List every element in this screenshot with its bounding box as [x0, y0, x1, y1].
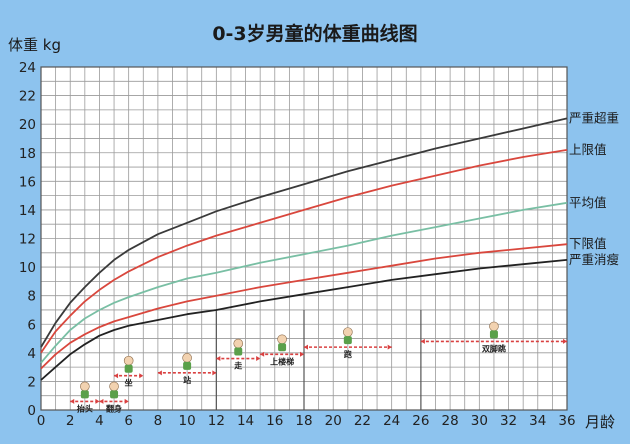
- arrow-right-icon: [139, 373, 144, 379]
- x-tick-label: 30: [471, 413, 488, 429]
- milestone-label: 双脚跳: [482, 343, 506, 353]
- x-tick-label: 26: [412, 413, 429, 429]
- tick-labels: 0 2 4 6 8 10 12 14 16 18 20 22 24 26 28 30 32 34 360246810…: [19, 60, 576, 429]
- series-label-3: 下限值: [569, 236, 607, 251]
- milestone-2: 坐: [114, 355, 144, 388]
- series-line-4: [40, 259, 568, 381]
- y-tick-label: 16: [19, 174, 36, 190]
- milestone-label: 站: [183, 375, 191, 385]
- arrow-right-icon: [124, 398, 129, 404]
- x-tick-label: 16: [266, 413, 283, 429]
- x-tick-label: 24: [383, 413, 400, 429]
- x-tick-label: 12: [208, 413, 225, 429]
- y-tick-label: 8: [27, 289, 36, 305]
- chart-title: 0-3岁男童的体重曲线图: [212, 22, 417, 45]
- baby-figure-icon: [277, 334, 287, 352]
- milestone-5: 上楼梯: [260, 334, 304, 366]
- baby-figure-icon: [233, 338, 244, 356]
- x-tick-label: 20: [325, 413, 342, 429]
- series-label-4: 严重消瘦: [569, 252, 619, 267]
- milestone-label: 抬头: [77, 403, 93, 413]
- arrow-left-icon: [420, 338, 425, 344]
- grid: [40, 66, 568, 411]
- y-tick-label: 6: [27, 317, 36, 333]
- baby-figure-icon: [123, 355, 134, 373]
- series-label-0: 严重超重: [569, 110, 619, 125]
- milestone-label: 走: [233, 361, 243, 371]
- y-tick-label: 20: [19, 117, 36, 133]
- x-tick-label: 18: [295, 413, 312, 429]
- arrow-left-icon: [70, 398, 75, 404]
- series-line-3: [40, 243, 568, 370]
- arrow-right-icon: [95, 398, 100, 404]
- x-tick-label: 8: [154, 413, 163, 429]
- baby-figure-icon: [80, 381, 90, 399]
- arrow-right-icon: [300, 351, 304, 357]
- y-tick-label: 18: [19, 146, 36, 162]
- y-tick-label: 14: [19, 203, 36, 219]
- milestone-6: 跑: [304, 327, 392, 359]
- x-tick-label: 36: [558, 413, 575, 429]
- arrow-left-icon: [114, 373, 119, 379]
- arrow-right-icon: [212, 370, 217, 376]
- y-tick-label: 0: [27, 403, 36, 419]
- x-tick-label: 10: [179, 413, 196, 429]
- x-tick-label: 22: [354, 413, 371, 429]
- x-tick-label: 14: [237, 413, 254, 429]
- milestone-3: 站: [157, 353, 217, 385]
- y-tick-label: 2: [27, 374, 36, 390]
- arrow-left-icon: [99, 398, 104, 404]
- baby-figure-icon: [182, 353, 192, 370]
- y-tick-label: 12: [19, 232, 36, 248]
- baby-figure-icon: [489, 321, 499, 339]
- milestone-dividers: [215, 309, 422, 410]
- x-axis-label: 月龄: [585, 413, 615, 431]
- milestone-0: 抬头: [70, 381, 100, 413]
- arrow-left-icon: [260, 351, 265, 357]
- series-line-1: [40, 149, 568, 354]
- arrow-right-icon: [387, 344, 392, 350]
- milestone-4: 走: [216, 338, 261, 371]
- y-tick-label: 24: [19, 60, 36, 76]
- y-tick-label: 10: [19, 260, 36, 276]
- milestones: 抬头 翻身 坐 站 走 上楼梯 跑 双脚跳: [70, 321, 567, 413]
- x-tick-label: 4: [95, 413, 104, 429]
- x-tick-label: 2: [66, 413, 75, 429]
- milestone-1: 翻身: [99, 381, 129, 413]
- arrow-left-icon: [216, 356, 221, 362]
- arrow-left-icon: [157, 370, 162, 376]
- milestone-label: 翻身: [106, 403, 122, 413]
- series-line-0: [40, 117, 568, 348]
- baby-figure-icon: [343, 327, 353, 345]
- milestone-label: 上楼梯: [270, 356, 294, 366]
- milestone-7: 双脚跳: [420, 321, 567, 353]
- x-tick-label: 32: [500, 413, 517, 429]
- series-lines: [40, 117, 568, 381]
- y-tick-label: 4: [27, 346, 36, 362]
- x-tick-label: 28: [442, 413, 459, 429]
- arrow-right-icon: [563, 338, 567, 344]
- x-tick-label: 34: [529, 413, 546, 429]
- arrow-right-icon: [256, 356, 261, 362]
- baby-figure-icon: [109, 381, 119, 399]
- y-tick-label: 22: [19, 89, 36, 105]
- series-label-2: 平均值: [569, 195, 607, 210]
- x-tick-label: 0: [37, 413, 46, 429]
- y-axis-label: 体重 kg: [8, 36, 61, 54]
- series-line-2: [40, 201, 568, 364]
- series-label-1: 上限值: [569, 142, 607, 157]
- milestone-label: 坐: [125, 378, 133, 388]
- arrow-left-icon: [304, 344, 308, 350]
- milestone-label: 跑: [344, 349, 352, 359]
- x-tick-label: 6: [124, 413, 133, 429]
